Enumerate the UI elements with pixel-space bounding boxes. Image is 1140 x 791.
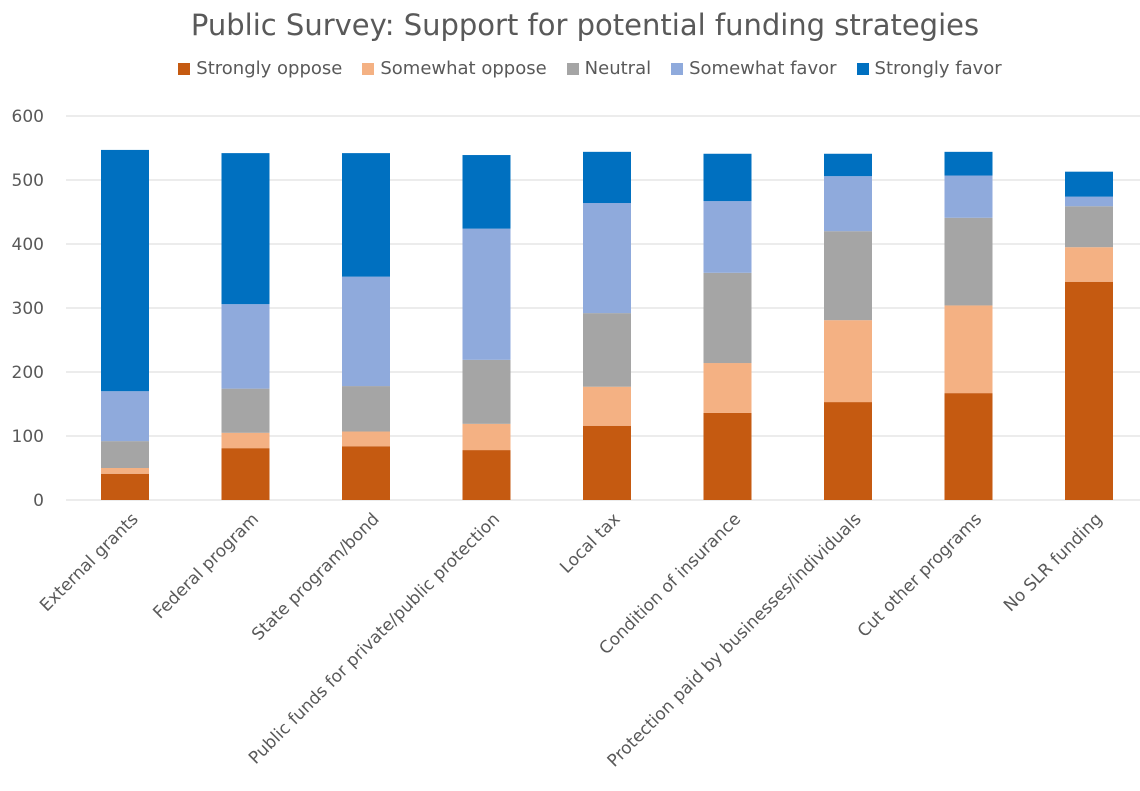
x-category-label: Protection paid by businesses/individual… xyxy=(604,509,866,771)
bar-segment xyxy=(944,151,993,176)
bar-segment xyxy=(342,276,390,387)
bar-segment xyxy=(462,155,511,229)
y-tick-label: 400 xyxy=(12,235,44,255)
legend-swatch xyxy=(362,62,375,75)
bar-segment xyxy=(1065,196,1113,207)
legend-label: Neutral xyxy=(584,58,652,79)
legend: Strongly oppose Somewhat oppose Neutral Som… xyxy=(0,58,1140,79)
bar-segment xyxy=(703,363,752,413)
bar-segment xyxy=(342,431,390,447)
y-tick-label: 300 xyxy=(12,299,44,319)
y-tick-label: 100 xyxy=(12,427,44,447)
legend-label: Strongly oppose xyxy=(196,58,343,79)
bar-segment xyxy=(944,393,993,500)
bar-segment xyxy=(1065,247,1113,282)
bar-segment xyxy=(583,313,631,387)
bar-segment xyxy=(221,388,270,433)
x-category-label: Cut other programs xyxy=(854,509,986,641)
legend-label: Somewhat favor xyxy=(689,58,837,79)
bar-segment xyxy=(944,305,993,394)
bar-segment xyxy=(342,153,390,277)
bar-segment xyxy=(703,201,752,273)
bar-segment xyxy=(583,203,631,314)
chart-title: Public Survey: Support for potential fun… xyxy=(190,8,980,42)
legend-item: Somewhat oppose xyxy=(362,58,547,79)
legend-swatch xyxy=(671,62,684,75)
bar-segment xyxy=(462,228,511,360)
y-tick-label: 500 xyxy=(12,171,44,191)
bar-segment xyxy=(824,320,872,403)
legend-swatch xyxy=(856,62,869,75)
bar-segment xyxy=(462,359,511,424)
bar-segment xyxy=(824,402,872,500)
legend-label: Somewhat oppose xyxy=(380,58,547,79)
bar-segment xyxy=(221,304,270,389)
x-category-label: Public funds for private/public protecti… xyxy=(245,509,504,768)
legend-swatch xyxy=(178,62,191,75)
bar-segment xyxy=(583,151,631,204)
bar-segment xyxy=(221,448,270,500)
bar-segment xyxy=(101,441,149,468)
x-category-label: State program/bond xyxy=(248,509,383,644)
bar-segment xyxy=(824,176,872,232)
bar-segment xyxy=(221,153,270,305)
bar-segment xyxy=(944,217,993,306)
legend-item: Somewhat favor xyxy=(671,58,837,79)
bar-segment xyxy=(342,386,390,432)
legend-item: Strongly oppose xyxy=(178,58,342,79)
bar-segment xyxy=(703,412,752,500)
y-tick-label: 200 xyxy=(12,363,44,383)
x-category-label: No SLR funding xyxy=(1000,509,1107,616)
y-tick-label: 600 xyxy=(12,107,44,127)
bar-segment xyxy=(583,386,631,426)
bar-segment xyxy=(824,153,872,177)
legend-swatch xyxy=(566,62,579,75)
bar-segment xyxy=(703,153,752,202)
x-category-label: Condition of insurance xyxy=(596,509,746,659)
bar-segment xyxy=(1065,281,1113,500)
x-category-label: External grants xyxy=(36,509,142,615)
bar-segment xyxy=(703,272,752,364)
bar-segment xyxy=(101,149,149,392)
bar-segment xyxy=(101,468,149,474)
bar-segment xyxy=(221,432,270,449)
x-category-label: Federal program xyxy=(149,509,263,623)
legend-label: Strongly favor xyxy=(874,58,1002,79)
bar-segment xyxy=(583,425,631,500)
x-category-label: Local tax xyxy=(556,509,624,577)
bar-segment xyxy=(342,446,390,500)
bar-segment xyxy=(944,175,993,218)
bar-segment xyxy=(462,450,511,500)
bar-segment xyxy=(462,423,511,451)
y-tick-label: 0 xyxy=(33,491,44,511)
legend-item: Neutral xyxy=(566,58,652,79)
bar-segment xyxy=(101,391,149,442)
bar-segment xyxy=(101,473,149,500)
bar-segment xyxy=(1065,171,1113,197)
legend-item: Strongly favor xyxy=(856,58,1002,79)
bar-segment xyxy=(824,231,872,321)
bar-segment xyxy=(1065,206,1113,248)
